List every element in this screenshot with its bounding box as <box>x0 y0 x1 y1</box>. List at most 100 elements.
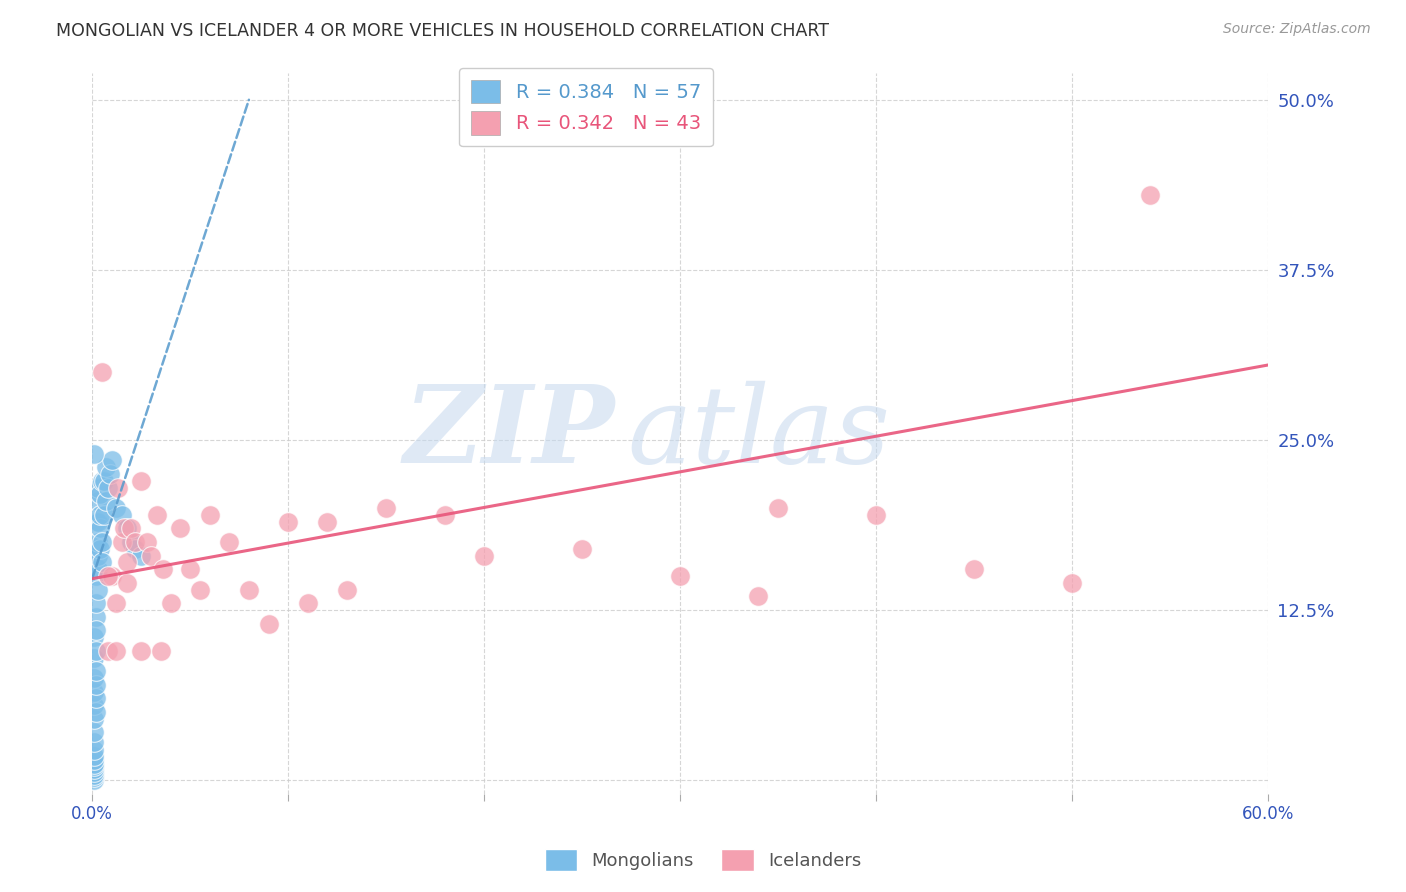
Point <box>100 453 122 467</box>
Point <box>257 616 280 631</box>
Point <box>91 474 114 488</box>
Point <box>766 500 789 515</box>
Text: atlas: atlas <box>627 381 890 486</box>
Point <box>84 569 107 583</box>
Point <box>87 535 110 549</box>
Point <box>83 735 105 749</box>
Text: MONGOLIAN VS ICELANDER 4 OR MORE VEHICLES IN HOUSEHOLD CORRELATION CHART: MONGOLIAN VS ICELANDER 4 OR MORE VEHICLE… <box>56 22 830 40</box>
Point <box>83 698 105 713</box>
Point <box>129 474 152 488</box>
Point <box>93 474 115 488</box>
Point <box>117 575 139 590</box>
Point <box>169 521 191 535</box>
Point <box>669 569 692 583</box>
Point <box>84 664 107 678</box>
Point <box>104 500 127 515</box>
Point <box>198 508 221 522</box>
Point <box>83 748 105 763</box>
Point <box>1060 575 1083 590</box>
Point <box>277 515 299 529</box>
Point <box>91 365 114 379</box>
Point <box>83 630 105 644</box>
Point <box>91 535 114 549</box>
Point <box>89 487 111 501</box>
Point <box>84 541 107 556</box>
Point <box>136 535 159 549</box>
Point <box>84 596 107 610</box>
Point <box>84 644 107 658</box>
Point <box>84 609 107 624</box>
Point <box>83 762 105 776</box>
Point <box>89 541 111 556</box>
Legend: Mongolians, Icelanders: Mongolians, Icelanders <box>537 842 869 879</box>
Point <box>139 549 162 563</box>
Point <box>104 644 127 658</box>
Point <box>316 515 339 529</box>
Point <box>83 671 105 685</box>
Point <box>83 770 105 784</box>
Point <box>747 590 769 604</box>
Point <box>117 521 139 535</box>
Point <box>238 582 260 597</box>
Point <box>375 500 398 515</box>
Point <box>84 515 107 529</box>
Point <box>83 684 105 698</box>
Point <box>89 521 111 535</box>
Point <box>84 678 107 692</box>
Point <box>146 508 169 522</box>
Point <box>124 541 146 556</box>
Point <box>152 562 174 576</box>
Point <box>83 712 105 726</box>
Point <box>107 481 129 495</box>
Point <box>117 555 139 569</box>
Point <box>87 549 110 563</box>
Point <box>87 562 110 576</box>
Point <box>83 725 105 739</box>
Point <box>472 549 495 563</box>
Point <box>89 508 111 522</box>
Text: ZIP: ZIP <box>404 380 616 486</box>
Point <box>112 521 135 535</box>
Point <box>98 467 121 481</box>
Point <box>93 508 115 522</box>
Point <box>124 535 146 549</box>
Point <box>100 569 122 583</box>
Point <box>129 644 152 658</box>
Point <box>83 743 105 757</box>
Point <box>84 624 107 638</box>
Point <box>433 508 456 522</box>
Point <box>83 756 105 771</box>
Point <box>571 541 593 556</box>
Point <box>87 582 110 597</box>
Point <box>83 773 105 788</box>
Point <box>865 508 887 522</box>
Point <box>83 753 105 767</box>
Point <box>104 596 127 610</box>
Point <box>179 562 201 576</box>
Point <box>87 515 110 529</box>
Point <box>83 767 105 781</box>
Point <box>97 569 120 583</box>
Point <box>963 562 986 576</box>
Point <box>87 494 110 508</box>
Point <box>110 535 132 549</box>
Point <box>1139 188 1161 202</box>
Point <box>87 481 110 495</box>
Point <box>91 555 114 569</box>
Point <box>84 705 107 719</box>
Point <box>120 535 142 549</box>
Point <box>159 596 181 610</box>
Point <box>188 582 211 597</box>
Point <box>97 644 120 658</box>
Point <box>129 549 152 563</box>
Point <box>83 759 105 773</box>
Point <box>336 582 359 597</box>
Point <box>84 691 107 706</box>
Point <box>218 535 240 549</box>
Legend: R = 0.384   N = 57, R = 0.342   N = 43: R = 0.384 N = 57, R = 0.342 N = 43 <box>460 68 713 146</box>
Point <box>83 446 105 460</box>
Point <box>297 596 319 610</box>
Point <box>83 764 105 779</box>
Point <box>120 521 142 535</box>
Point <box>97 481 120 495</box>
